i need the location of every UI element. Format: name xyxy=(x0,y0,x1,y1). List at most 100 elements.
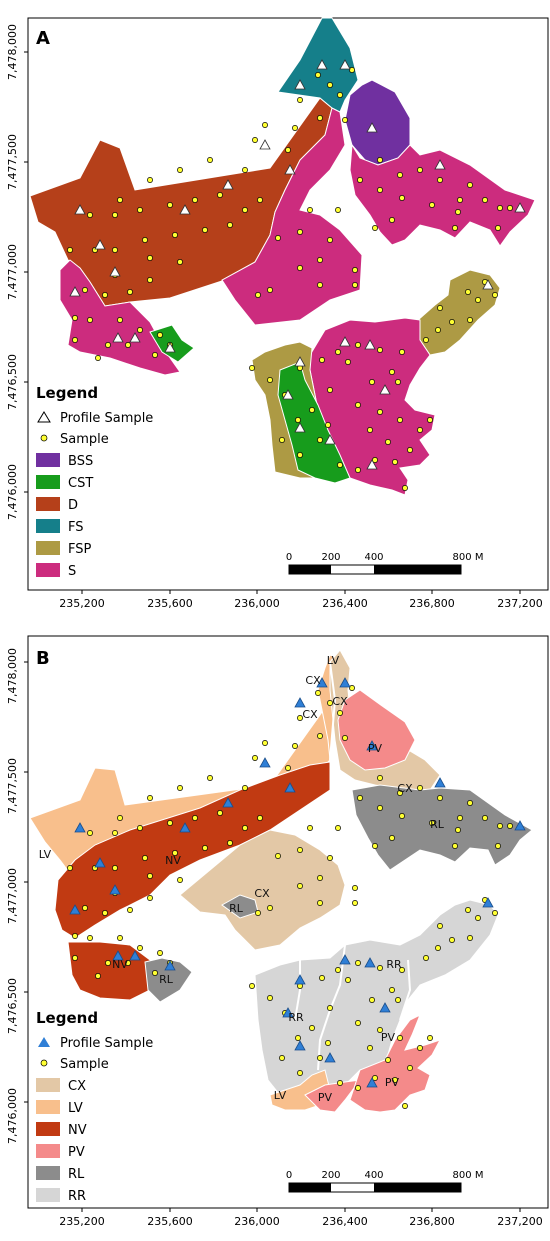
profile-sample-point xyxy=(69,904,81,915)
sample-point xyxy=(402,485,408,491)
sample-point xyxy=(227,222,233,228)
profile-sample-point xyxy=(294,356,306,367)
sample-point xyxy=(242,825,248,831)
legend-swatch-LV xyxy=(36,1100,60,1114)
sample-point xyxy=(407,447,413,453)
legend-class-label: FSP xyxy=(68,542,92,557)
legend-swatch-RL xyxy=(36,1166,60,1180)
sample-point xyxy=(112,830,118,836)
sample-point xyxy=(147,255,153,261)
profile-sample-point xyxy=(434,159,446,170)
panel-b-region-labels: LV CX CX CX PV CX RL LV NV CX RL NV RL RR RR PV LV PV PV xyxy=(39,654,445,1104)
sample-point xyxy=(429,202,435,208)
legend-profile-label: Profile Sample xyxy=(60,1036,153,1051)
sample-point xyxy=(397,1035,403,1041)
sample-point xyxy=(417,427,423,433)
sample-point xyxy=(377,157,383,163)
sample-point xyxy=(192,815,198,821)
map-region-label: RL xyxy=(159,973,174,986)
sample-point xyxy=(309,1025,315,1031)
map-region-label: PV xyxy=(318,1091,333,1104)
legend-profile-label: Profile Sample xyxy=(60,411,153,426)
sample-point xyxy=(377,1027,383,1033)
sample-point xyxy=(127,289,133,295)
sample-point xyxy=(497,205,503,211)
profile-sample-point xyxy=(284,782,296,793)
legend-swatch-RR xyxy=(36,1188,60,1202)
sample-point xyxy=(297,97,303,103)
sample-point xyxy=(297,229,303,235)
legend-title: Legend xyxy=(36,384,98,402)
sample-point xyxy=(467,317,473,323)
blue-triangle-icon xyxy=(38,1037,50,1047)
sample-point xyxy=(357,177,363,183)
map-region-label: CX xyxy=(397,782,413,795)
sample-point xyxy=(192,197,198,203)
sample-point xyxy=(87,317,93,323)
sample-point xyxy=(369,379,375,385)
sample-point xyxy=(242,785,248,791)
sample-point xyxy=(372,225,378,231)
sample-point xyxy=(117,935,123,941)
panel-a-y-axis: 7,478,000 7,477,500 7,477,000 7,476,500 … xyxy=(6,24,28,520)
sample-point xyxy=(349,685,355,691)
sample-point xyxy=(423,955,429,961)
sample-point xyxy=(95,973,101,979)
sample-point xyxy=(297,265,303,271)
legend-swatch-FSP xyxy=(36,541,60,555)
sample-point xyxy=(315,690,321,696)
sample-point xyxy=(467,182,473,188)
y-tick-label: 7,476,000 xyxy=(6,1088,19,1144)
legend-class-label: RR xyxy=(68,1189,86,1204)
y-tick-label: 7,477,000 xyxy=(6,868,19,924)
profile-sample-point xyxy=(259,757,271,768)
sample-point xyxy=(457,815,463,821)
profile-sample-point xyxy=(112,332,124,343)
sample-point xyxy=(267,905,273,911)
sample-point xyxy=(317,115,323,121)
profile-sample-point xyxy=(294,974,306,985)
sample-point xyxy=(475,915,481,921)
sample-point xyxy=(137,945,143,951)
sample-point xyxy=(95,355,101,361)
panel-a-profiles xyxy=(69,59,526,470)
sample-point xyxy=(112,247,118,253)
map-region-label: PV xyxy=(385,1076,400,1089)
sample-point xyxy=(285,147,291,153)
profile-sample-point xyxy=(379,1002,391,1013)
profile-sample-point xyxy=(364,957,376,968)
sample-point xyxy=(297,452,303,458)
sample-point xyxy=(137,825,143,831)
legend-swatch-CST xyxy=(36,475,60,489)
legend-swatch-CX xyxy=(36,1078,60,1092)
sample-point xyxy=(337,1080,343,1086)
sample-point xyxy=(437,923,443,929)
sample-point xyxy=(335,349,341,355)
sample-point xyxy=(255,910,261,916)
sample-point xyxy=(397,417,403,423)
region-FSP xyxy=(417,269,501,356)
y-tick-label: 7,478,000 xyxy=(6,648,19,704)
sample-point xyxy=(262,122,268,128)
profile-sample-point xyxy=(482,279,494,290)
profile-sample-point xyxy=(366,459,378,470)
panel-a-label: A xyxy=(36,28,50,49)
sample-point xyxy=(399,349,405,355)
sample-point xyxy=(492,292,498,298)
sample-point xyxy=(465,907,471,913)
sample-point xyxy=(482,197,488,203)
sample-point xyxy=(257,815,263,821)
profile-sample-point xyxy=(364,339,376,350)
x-tick-label: 236,400 xyxy=(322,597,368,610)
sample-point xyxy=(452,843,458,849)
sample-point xyxy=(465,289,471,295)
region-S xyxy=(349,143,536,247)
sample-point xyxy=(389,835,395,841)
profile-sample-point xyxy=(179,822,191,833)
sample-point xyxy=(292,125,298,131)
profile-sample-point xyxy=(74,204,86,215)
sample-point xyxy=(105,342,111,348)
map-region-label: CX xyxy=(254,887,270,900)
sample-point xyxy=(267,287,273,293)
